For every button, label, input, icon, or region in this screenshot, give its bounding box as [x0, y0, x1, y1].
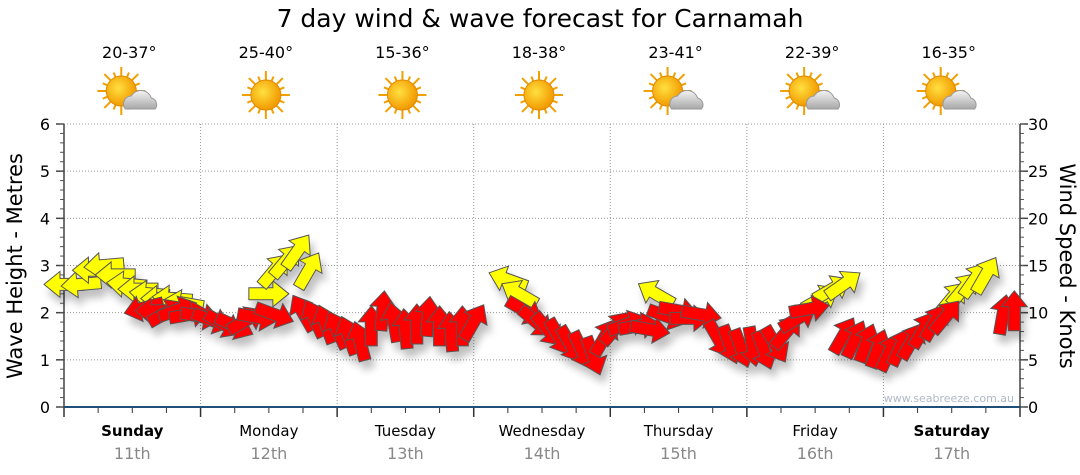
partly-cloudy-icon	[643, 67, 704, 115]
right-axis-tick-label: 20	[1028, 209, 1048, 228]
day-label: Wednesday	[499, 422, 586, 440]
sun-ray	[786, 73, 795, 82]
left-axis-tick-label: 4	[40, 209, 50, 228]
right-axis-tick-label: 30	[1028, 115, 1048, 134]
left-axis-tick-label: 3	[40, 257, 50, 276]
chart-title: 7 day wind & wave forecast for Carnamah	[276, 4, 804, 33]
right-axis-tick-label: 10	[1028, 304, 1048, 323]
sun-disc	[386, 79, 418, 111]
wind-arrow	[253, 301, 295, 329]
sun-ray	[923, 73, 932, 82]
wind-arrow	[580, 334, 608, 376]
sun-ray	[813, 73, 822, 82]
day-label: Friday	[792, 422, 838, 440]
date-label: 15th	[660, 444, 697, 463]
sun-ray	[548, 77, 557, 86]
partly-cloudy-icon	[916, 67, 977, 115]
sun-ray	[103, 73, 113, 82]
right-axis-tick-label: 0	[1028, 398, 1038, 417]
left-axis-title: Wave Height - Metres	[3, 153, 27, 379]
sunny-icon	[515, 71, 563, 119]
sun-disc	[250, 79, 282, 111]
wave-arrow	[823, 270, 861, 302]
sun-ray	[248, 77, 257, 86]
day-label: Monday	[239, 422, 298, 440]
sun-ray	[649, 73, 659, 82]
date-label: 12th	[250, 444, 287, 463]
left-axis-tick-label: 5	[40, 162, 50, 181]
right-axis-tick-label: 5	[1028, 351, 1038, 370]
sun-ray	[248, 104, 257, 113]
left-axis-tick-label: 2	[40, 304, 50, 323]
cloud	[805, 90, 841, 110]
watermark: www.seabreeze.com.au	[884, 392, 1014, 405]
cloud	[123, 90, 158, 110]
day-label: Thursday	[643, 422, 714, 440]
temperature-range: 15-36°	[375, 43, 430, 62]
sun-ray	[521, 77, 530, 86]
wind-arrow	[927, 300, 960, 337]
sun-ray	[786, 100, 795, 109]
sun-ray	[384, 104, 394, 113]
day-label: Tuesday	[374, 422, 436, 440]
partly-cloudy-icon	[97, 67, 158, 115]
sun-ray	[275, 77, 284, 86]
sun-ray	[548, 104, 557, 113]
sun-ray	[275, 104, 284, 113]
sunny-icon	[241, 71, 290, 119]
temperature-range: 20-37°	[102, 43, 157, 62]
cloud	[942, 90, 977, 110]
right-axis-title: Wind Speed - Knots	[1055, 163, 1079, 368]
wave-arrow	[969, 256, 1000, 296]
wind-arrow	[1000, 289, 1029, 332]
date-label: 13th	[387, 444, 424, 463]
right-axis-tick-label: 25	[1028, 162, 1048, 181]
partly-cloudy-icon	[780, 67, 841, 115]
date-label: 17th	[933, 444, 970, 463]
sunny-icon	[378, 71, 427, 119]
left-axis-tick-label: 0	[40, 398, 50, 417]
temperature-range: 23-41°	[648, 43, 703, 62]
temperature-range: 22-39°	[785, 43, 840, 62]
sun-ray	[103, 100, 113, 109]
sun-ray	[676, 73, 686, 82]
sun-ray	[923, 100, 932, 109]
right-axis-tick-label: 15	[1028, 257, 1048, 276]
sun-ray	[521, 104, 530, 113]
sun-ray	[411, 77, 421, 86]
sun-ray	[411, 104, 421, 113]
cloud	[669, 90, 704, 110]
temperature-range: 16-35°	[921, 43, 976, 62]
day-label: Saturday	[914, 422, 991, 440]
date-label: 14th	[524, 444, 561, 463]
temperature-range: 25-40°	[239, 43, 294, 62]
sun-disc	[523, 79, 555, 111]
date-label: 16th	[797, 444, 834, 463]
sun-ray	[649, 100, 659, 109]
wind-arrow	[457, 304, 488, 344]
wind-arrow	[788, 294, 830, 323]
wave-arrow	[292, 252, 323, 292]
sun-ray	[384, 77, 394, 86]
sun-ray	[130, 73, 139, 82]
day-label: Sunday	[101, 422, 164, 440]
left-axis-tick-label: 6	[40, 115, 50, 134]
wave-arrow	[280, 234, 311, 272]
date-label: 11th	[114, 444, 151, 463]
temperature-range: 18-38°	[512, 43, 567, 62]
sun-ray	[949, 73, 959, 82]
series-wind	[123, 289, 1029, 376]
left-axis-tick-label: 1	[40, 351, 50, 370]
